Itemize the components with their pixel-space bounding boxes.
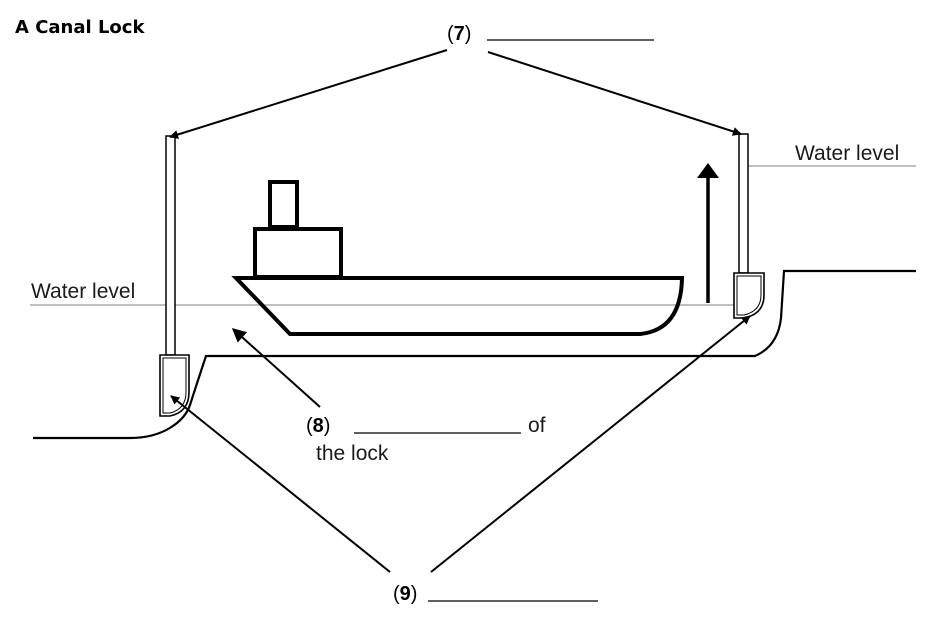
boat-hull (231, 276, 685, 336)
water-level-label-right: Water level (795, 142, 899, 165)
boat-cabin (253, 227, 343, 279)
up-arrow-icon (697, 163, 719, 303)
diagram-title: A Canal Lock (15, 17, 145, 38)
label-9-number: 9 (400, 583, 411, 605)
label-8: (8) (306, 415, 330, 437)
label-9: (9) (393, 583, 417, 605)
pointer-7-left (169, 49, 448, 139)
boat (231, 180, 685, 336)
label-7: (7) (447, 23, 471, 45)
pointer-7-right (487, 51, 742, 136)
pointer-9-right (430, 315, 751, 573)
label-8-suffix: of (528, 414, 546, 437)
label-7-number: 7 (454, 23, 465, 45)
water-level-label-left: Water level (31, 280, 135, 303)
boat-funnel (268, 180, 299, 229)
pointer-9-left (170, 395, 391, 573)
label-8-line2: the lock (316, 442, 389, 465)
right-gate (733, 133, 765, 319)
label-8-number: 8 (313, 415, 324, 437)
pointer-8 (231, 328, 321, 408)
left-gate (159, 135, 190, 417)
lock-floor-profile (33, 269, 916, 440)
